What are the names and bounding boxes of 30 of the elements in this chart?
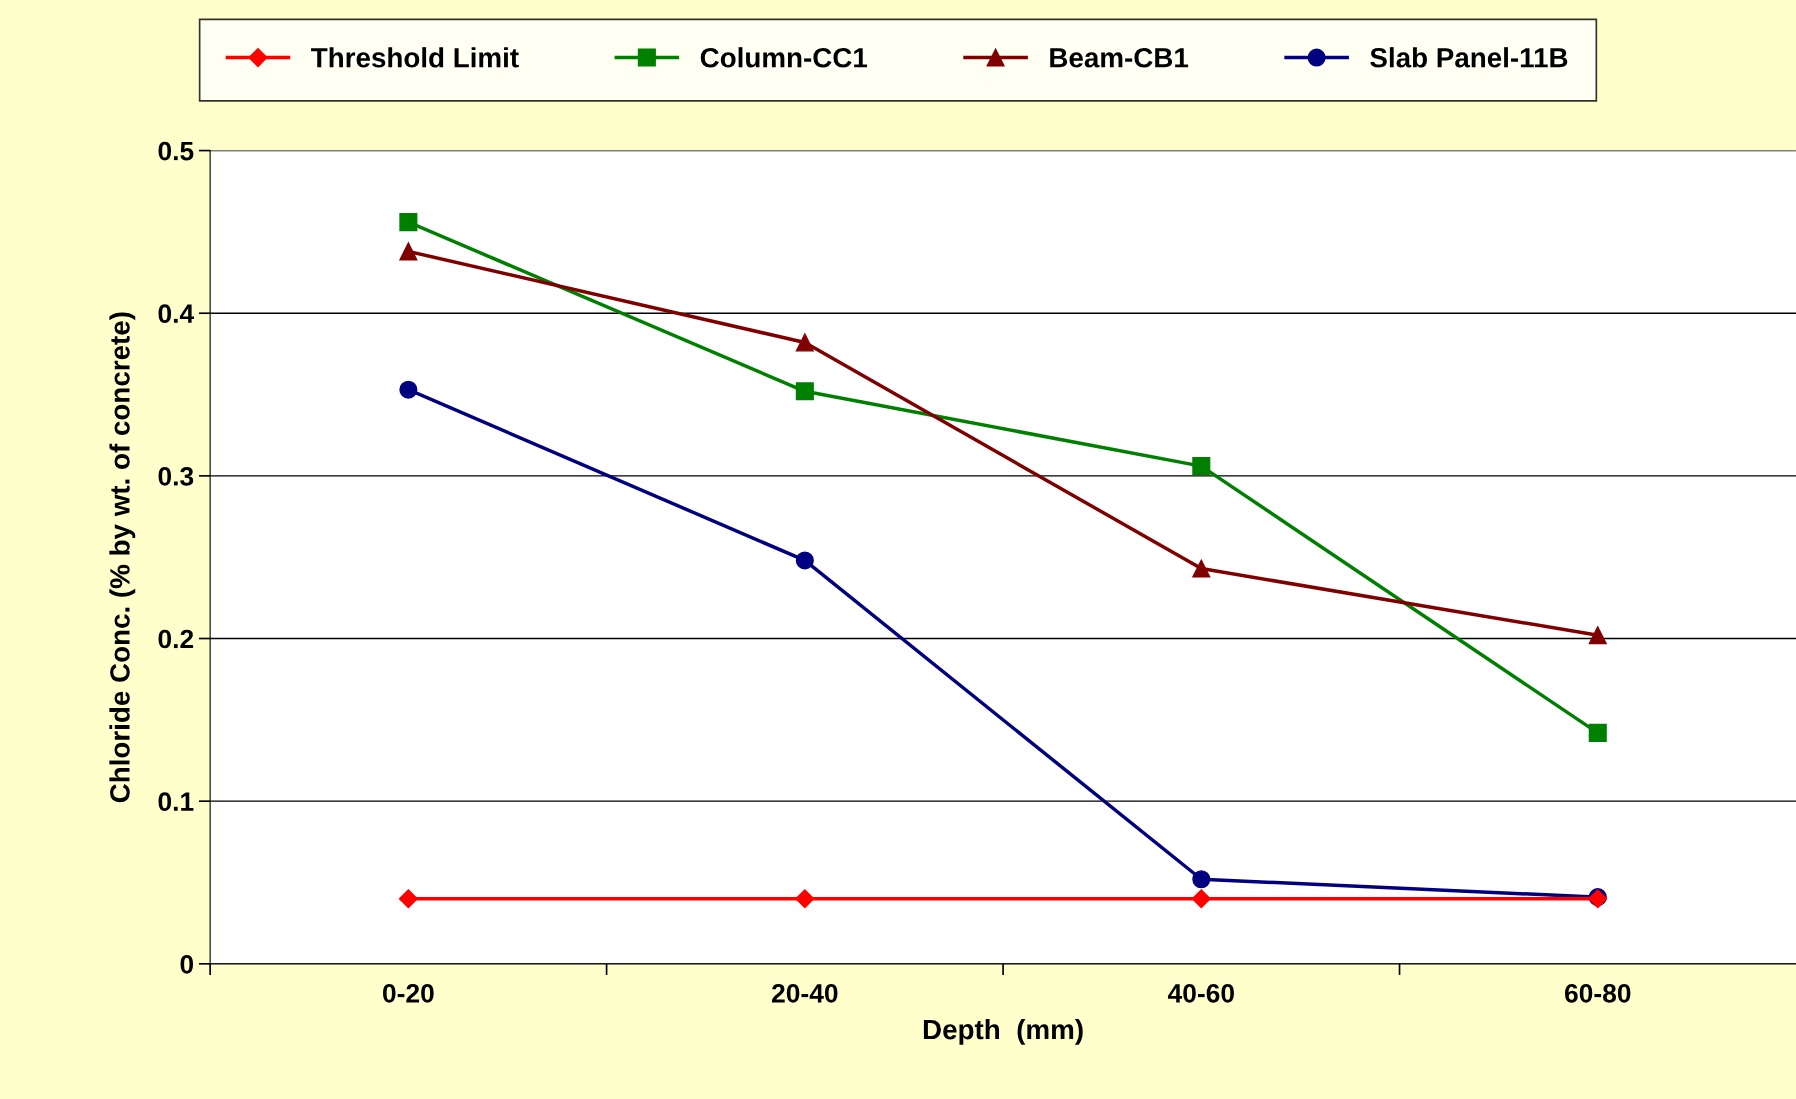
legend-label: Beam-CB1 xyxy=(1050,47,1189,68)
y-tick-label: 0 xyxy=(180,954,194,974)
point xyxy=(1588,626,1607,645)
x-tick-label: 20-40 xyxy=(772,983,838,1003)
point xyxy=(795,333,814,352)
y-tick-label: 0.5 xyxy=(158,141,194,161)
point xyxy=(1192,559,1211,578)
y-tick-label: 0.4 xyxy=(158,304,195,324)
x-tick-label: 40-60 xyxy=(1167,983,1234,1003)
legend-label: Slab Panel-11B xyxy=(1370,47,1568,68)
x-axis-title: Depth (mm) xyxy=(923,1018,1083,1045)
point xyxy=(1191,889,1211,909)
y-tick-label: 0.2 xyxy=(158,629,194,649)
y-axis-title: Chloride Conc. (% by wt. of concrete) xyxy=(109,312,136,803)
y-tick-label: 0.3 xyxy=(158,467,194,486)
point xyxy=(795,551,814,570)
point xyxy=(1192,457,1211,476)
point xyxy=(398,889,418,909)
x-tick-label: 0-20 xyxy=(383,983,434,1003)
point xyxy=(1192,870,1211,889)
point xyxy=(399,380,418,399)
point xyxy=(795,382,814,401)
point xyxy=(795,889,815,909)
point xyxy=(399,213,418,232)
x-tick-label: 60-80 xyxy=(1564,983,1631,1003)
y-tick-label: 0.1 xyxy=(158,792,194,811)
point xyxy=(1588,723,1607,742)
legend-label: Column-CC1 xyxy=(700,47,868,68)
point xyxy=(399,242,418,261)
legend-label: Threshold Limit xyxy=(311,47,519,68)
